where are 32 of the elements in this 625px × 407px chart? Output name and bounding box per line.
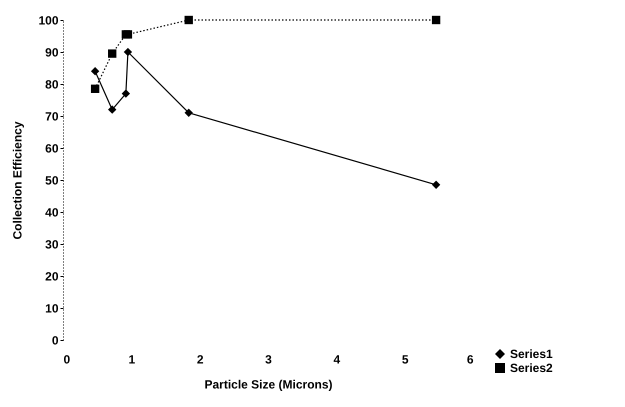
point [124, 48, 132, 56]
point [90, 67, 100, 76]
x-tick-label: 5 [402, 352, 409, 366]
y-tick-label: 0 [52, 334, 59, 348]
x-tick-label: 1 [128, 352, 136, 366]
x-tick-label: 6 [466, 352, 474, 366]
y-axis-title: Collection Efficiency [10, 121, 24, 240]
point [108, 105, 116, 114]
point [432, 180, 440, 189]
x-tick-label: 3 [265, 352, 272, 366]
point [184, 108, 193, 117]
x-tick-label: 0 [64, 352, 70, 366]
x-tick-label: 2 [196, 352, 204, 366]
y-tick-label: 20 [45, 270, 59, 284]
point [432, 16, 440, 24]
legend-label: Series1 [510, 347, 554, 361]
y-tick-label: 10 [45, 302, 59, 316]
y-tick-label: 60 [45, 142, 59, 156]
y-tick-label: 70 [45, 110, 59, 124]
legend-label: Series2 [510, 361, 554, 375]
y-tick-label: 40 [45, 206, 59, 220]
point [122, 89, 130, 98]
point [90, 84, 100, 93]
y-tick-label: 80 [45, 78, 59, 92]
x-tick-label: 4 [333, 352, 340, 366]
y-tick-label: 50 [45, 174, 59, 188]
point [108, 49, 116, 58]
y-tick-label: 100 [38, 14, 59, 28]
point [184, 16, 193, 24]
y-tick-label: 90 [45, 46, 59, 60]
y-tick-label: 30 [45, 238, 59, 252]
x-axis-title: Particle Size (Microns) [204, 378, 333, 392]
